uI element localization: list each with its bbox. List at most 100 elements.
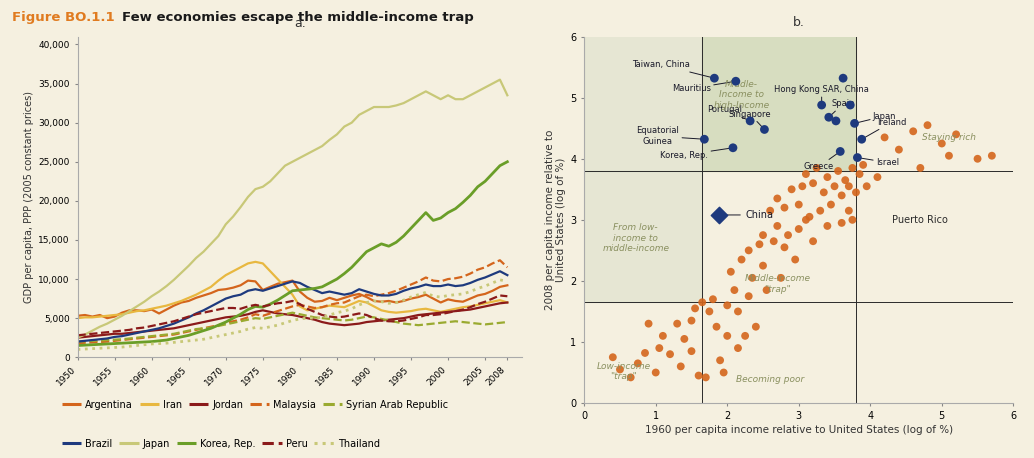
Point xyxy=(846,120,862,127)
Point xyxy=(719,302,735,309)
Point xyxy=(777,204,793,211)
X-axis label: 1960 per capita income relative to United States (log of %): 1960 per capita income relative to Unite… xyxy=(645,425,952,435)
Point xyxy=(769,222,786,229)
Legend: Argentina, Iran, Jordan, Malaysia, Syrian Arab Republic: Argentina, Iran, Jordan, Malaysia, Syria… xyxy=(62,400,449,409)
Point xyxy=(711,357,728,364)
Point xyxy=(855,161,872,169)
Point xyxy=(719,332,735,339)
Point xyxy=(723,268,739,275)
Point xyxy=(769,195,786,202)
Point xyxy=(701,308,718,315)
Point xyxy=(826,183,843,190)
Point xyxy=(698,374,714,381)
Point xyxy=(728,77,744,85)
Point xyxy=(919,121,936,129)
Point xyxy=(669,320,686,327)
Point xyxy=(784,185,800,193)
Point xyxy=(740,293,757,300)
Point xyxy=(740,247,757,254)
Point xyxy=(655,332,671,339)
Point xyxy=(612,366,629,373)
Text: Japan: Japan xyxy=(857,112,896,123)
Point xyxy=(983,152,1000,159)
Point xyxy=(832,148,849,155)
Point xyxy=(809,164,825,172)
Text: Portugal: Portugal xyxy=(707,105,748,120)
Point xyxy=(751,240,767,248)
Point xyxy=(676,335,693,343)
Point xyxy=(726,286,742,294)
Point xyxy=(797,170,814,178)
Point xyxy=(741,117,758,125)
Point xyxy=(640,320,657,327)
Point xyxy=(833,219,850,227)
Text: Becoming poor: Becoming poor xyxy=(736,376,804,384)
Point xyxy=(765,238,782,245)
Point xyxy=(737,332,754,339)
Text: a.: a. xyxy=(294,17,306,30)
Point xyxy=(890,146,907,153)
Point xyxy=(794,183,811,190)
Point xyxy=(758,286,774,294)
Text: Staying rich: Staying rich xyxy=(922,133,976,142)
Point xyxy=(797,216,814,224)
Point xyxy=(849,154,865,161)
Text: b.: b. xyxy=(793,16,804,29)
Point xyxy=(969,155,985,163)
Point xyxy=(823,201,840,208)
Point xyxy=(877,134,893,141)
Point xyxy=(777,244,793,251)
Point xyxy=(780,231,796,239)
Point xyxy=(801,213,818,220)
Point xyxy=(819,222,835,229)
Point xyxy=(841,207,857,214)
Point xyxy=(905,128,921,135)
Point xyxy=(819,174,835,181)
Point xyxy=(748,323,764,330)
Point xyxy=(687,305,703,312)
Text: Few economies escape the middle-income trap: Few economies escape the middle-income t… xyxy=(122,11,474,24)
Text: From low-
income to
middle-income: From low- income to middle-income xyxy=(602,223,669,253)
Point xyxy=(647,369,664,376)
Legend: Brazil, Japan, Korea, Rep., Peru, Thailand: Brazil, Japan, Korea, Rep., Peru, Thaila… xyxy=(62,439,379,448)
Point xyxy=(814,101,830,109)
Point xyxy=(804,180,821,187)
Point xyxy=(804,238,821,245)
Text: Middle-income
"trap": Middle-income "trap" xyxy=(744,274,811,294)
Point xyxy=(821,114,838,121)
Point xyxy=(790,225,807,233)
Point xyxy=(837,176,853,184)
Y-axis label: 2008 per capita income relative to
United States (log of %): 2008 per capita income relative to Unite… xyxy=(545,130,567,310)
Point xyxy=(941,152,957,159)
Point xyxy=(756,126,772,133)
Point xyxy=(708,323,725,330)
Point xyxy=(834,75,851,82)
Point xyxy=(662,350,678,358)
Point xyxy=(716,369,732,376)
Point xyxy=(848,189,864,196)
Text: Spain: Spain xyxy=(831,99,855,115)
Point xyxy=(622,374,639,381)
Point xyxy=(858,183,875,190)
Point xyxy=(730,308,747,315)
Text: Ireland: Ireland xyxy=(864,118,907,138)
Point xyxy=(787,256,803,263)
Point xyxy=(870,174,886,181)
Text: Taiwan, China: Taiwan, China xyxy=(632,60,711,77)
Point xyxy=(672,363,689,370)
Point xyxy=(912,164,929,172)
Text: Mauritius: Mauritius xyxy=(672,82,733,93)
Point xyxy=(790,201,807,208)
Point xyxy=(841,183,857,190)
Point xyxy=(842,101,858,109)
Y-axis label: GDP per capita, PPP (2005 constant prices): GDP per capita, PPP (2005 constant price… xyxy=(24,91,34,303)
Point xyxy=(816,189,832,196)
Text: Middle-
Income to
high-Income: Middle- Income to high-Income xyxy=(713,80,769,109)
Point xyxy=(830,167,847,174)
Point xyxy=(725,144,741,152)
Point xyxy=(833,192,850,199)
Point xyxy=(691,372,707,379)
Point xyxy=(851,170,868,178)
Point xyxy=(762,207,779,214)
Text: Puerto Rico: Puerto Rico xyxy=(891,215,947,225)
